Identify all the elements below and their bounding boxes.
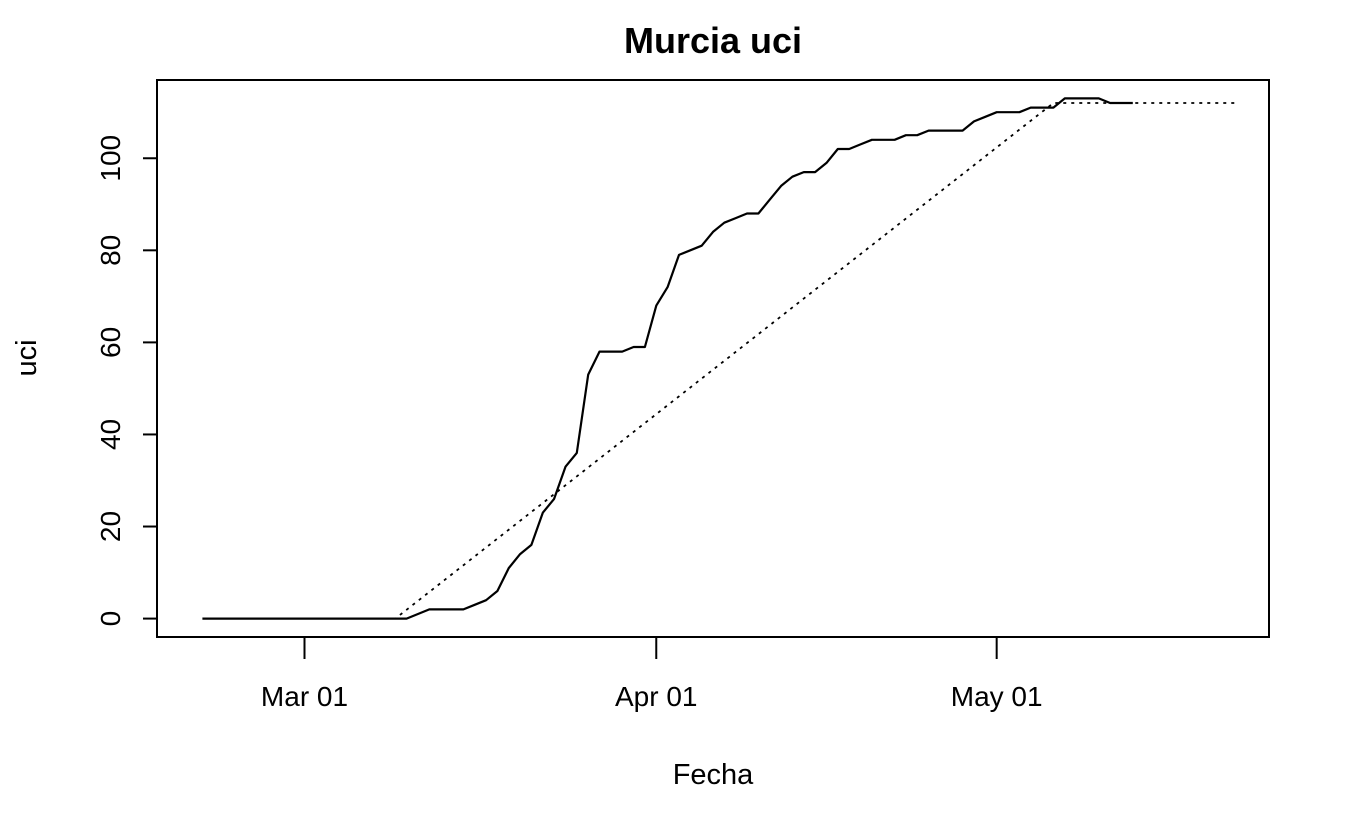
x-axis-label: Fecha <box>673 759 754 791</box>
series-layer <box>202 97 1235 620</box>
y-axis-label: uci <box>11 339 43 376</box>
y-tick-label: 40 <box>95 419 126 450</box>
series-line-1 <box>202 97 1133 620</box>
y-tick-label: 0 <box>95 611 126 627</box>
x-tick-label: Apr 01 <box>615 681 698 712</box>
y-tick-label: 60 <box>95 327 126 358</box>
chart-title: Murcia uci <box>624 20 802 61</box>
x-axis: Mar 01 Apr 01 May 01 <box>261 637 1043 712</box>
y-axis: 0 20 40 60 80 100 <box>95 135 157 626</box>
x-tick-label: Mar 01 <box>261 681 348 712</box>
y-tick-label: 100 <box>95 135 126 182</box>
y-tick-label: 80 <box>95 235 126 266</box>
x-tick-label: May 01 <box>951 681 1043 712</box>
series-line-2 <box>361 102 1235 620</box>
y-tick-label: 20 <box>95 511 126 542</box>
plot-frame <box>156 79 1270 638</box>
